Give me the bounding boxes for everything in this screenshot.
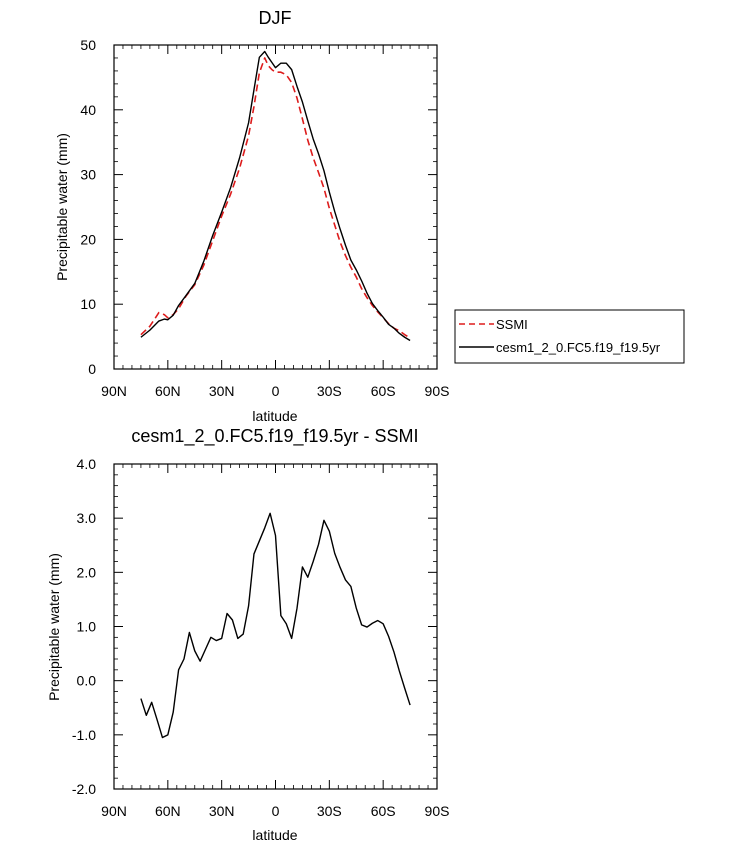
x-tick-label: 60N	[155, 803, 181, 819]
y-tick-label: 3.0	[77, 510, 97, 526]
legend-label-cesm: cesm1_2_0.FC5.f19_f19.5yr	[496, 340, 661, 355]
x-tick-label: 90S	[425, 383, 450, 399]
series-line-series-0	[140, 512, 411, 739]
y-tick-label: 20	[80, 231, 96, 247]
y-tick-label: -2.0	[72, 781, 96, 797]
chart-title: cesm1_2_0.FC5.f19_f19.5yr - SSMI	[131, 426, 418, 447]
y-tick-label: 50	[80, 37, 96, 53]
x-tick-label: 60N	[155, 383, 181, 399]
legend-label-ssmi: SSMI	[496, 317, 528, 332]
x-tick-label: 90N	[101, 803, 127, 819]
series-layer	[140, 512, 411, 739]
x-tick-label: 30N	[209, 803, 235, 819]
x-tick-label: 90N	[101, 383, 127, 399]
y-tick-label: 10	[80, 296, 96, 312]
chart-panel-djf: DJF 90N 60N 30N 0 30S 60S 90S 0 10 20 30 40 50 latit…	[54, 8, 449, 424]
x-tick-label: 30S	[317, 803, 342, 819]
x-tick-label: 0	[272, 383, 280, 399]
y-axis-label: Precipitable water (mm)	[54, 133, 70, 281]
chart-title: DJF	[259, 8, 292, 28]
series-line-cesm1-2-0-fc5-f19-f19-5yr	[140, 50, 411, 342]
tick-layer: 90N 60N 30N 0 30S 60S 90S -2.0 -1.0 0.0 1.0 2.0 3.0 4…	[72, 456, 450, 819]
x-axis-label: latitude	[252, 408, 297, 424]
series-line-ssmi	[140, 57, 411, 339]
plot-frame	[113, 463, 438, 790]
y-tick-label: 40	[80, 102, 96, 118]
y-tick-label: -1.0	[72, 727, 96, 743]
y-tick-label: 1.0	[77, 619, 97, 635]
y-tick-label: 4.0	[77, 456, 97, 472]
x-tick-label: 30S	[317, 383, 342, 399]
x-axis-label: latitude	[252, 827, 297, 843]
x-tick-label: 0	[272, 803, 280, 819]
y-tick-label: 0.0	[77, 673, 97, 689]
y-axis-label: Precipitable water (mm)	[46, 553, 62, 701]
chart-panel-difference: cesm1_2_0.FC5.f19_f19.5yr - SSMI 90N 60N 3…	[46, 426, 449, 843]
legend: SSMI cesm1_2_0.FC5.f19_f19.5yr	[454, 309, 685, 364]
plot-frame	[113, 44, 438, 370]
y-tick-label: 30	[80, 167, 96, 183]
x-tick-label: 60S	[371, 803, 396, 819]
legend-box	[454, 309, 685, 364]
tick-layer: 90N 60N 30N 0 30S 60S 90S 0 10 20 30 40 50	[80, 37, 449, 399]
series-layer	[140, 50, 411, 342]
y-tick-label: 2.0	[77, 564, 97, 580]
x-tick-label: 90S	[425, 803, 450, 819]
x-tick-label: 30N	[209, 383, 235, 399]
y-tick-label: 0	[88, 361, 96, 377]
x-tick-label: 60S	[371, 383, 396, 399]
